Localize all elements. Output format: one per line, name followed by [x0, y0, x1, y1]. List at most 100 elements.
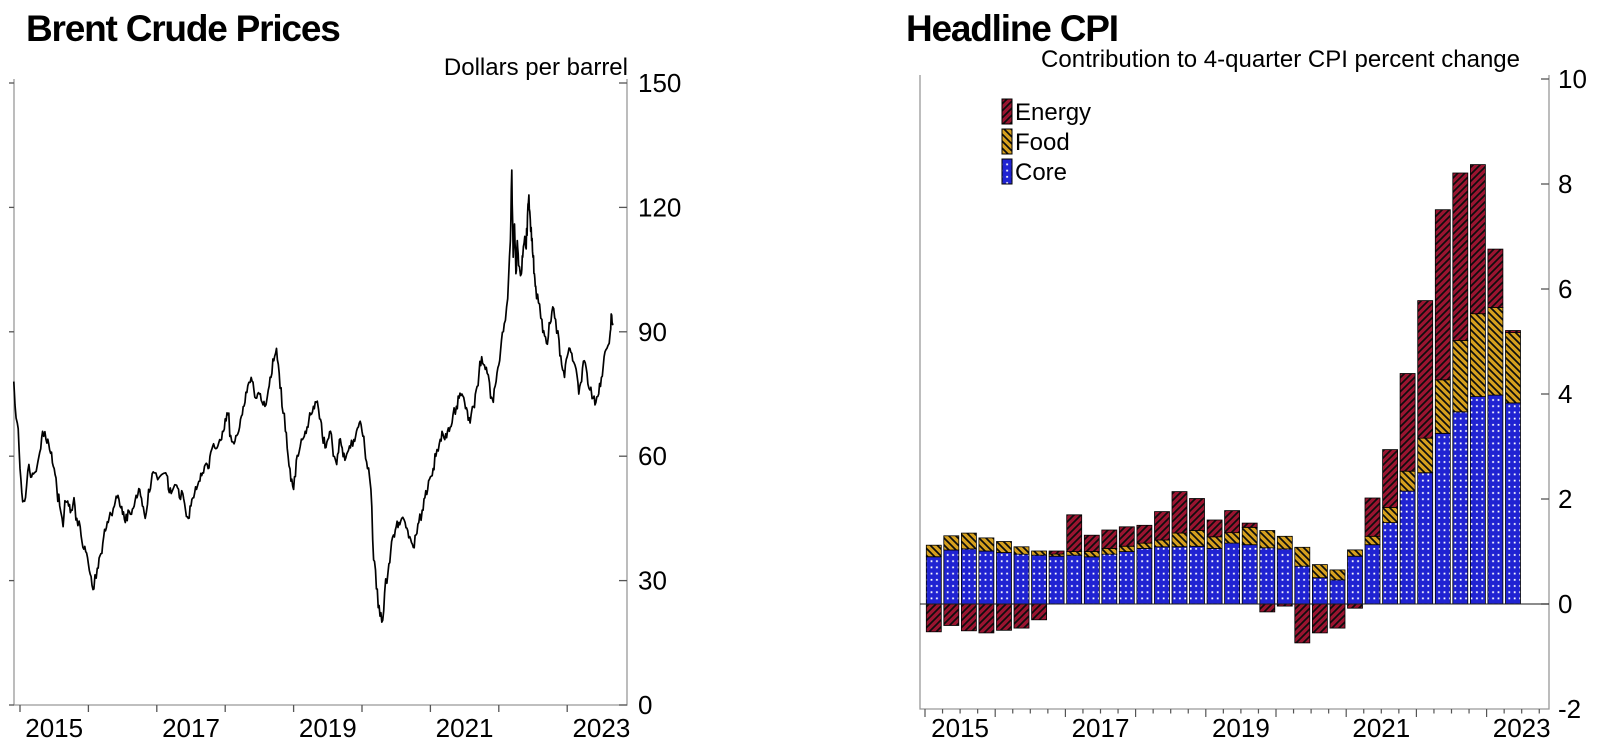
- brent-y-axis-label: 60: [638, 441, 667, 471]
- cpi-bar-segment-core-2015Q2: [943, 549, 960, 605]
- cpi-bar-segment-energy-2019Q4: [1259, 603, 1276, 613]
- cpi-bar-segment-energy-2015Q1: [925, 603, 942, 633]
- brent-x-axis-label: 2023: [572, 713, 630, 742]
- cpi-bar-segment-energy-2016Q4: [1048, 550, 1065, 555]
- legend-swatch-core: [1001, 158, 1013, 185]
- brent-y-axis-label: 0: [638, 690, 652, 720]
- cpi-bar-segment-food-2020Q3: [1312, 564, 1328, 579]
- legend-label-food: Food: [1015, 129, 1070, 156]
- cpi-x-axis-label: 2023: [1493, 713, 1551, 742]
- cpi-bar-segment-food-2019Q4: [1259, 530, 1276, 549]
- cpi-bar-segment-energy-2020Q4: [1329, 603, 1346, 629]
- brent-y-axis-label: 150: [638, 68, 681, 98]
- cpi-bar-segment-food-2015Q1: [925, 544, 942, 558]
- cpi-bar-segment-core-2018Q2: [1154, 546, 1170, 605]
- cpi-bar-segment-energy-2022Q2: [1434, 209, 1451, 381]
- brent-plot-frame: [13, 79, 628, 706]
- cpi-bar-segment-core-2021Q1: [1347, 555, 1363, 605]
- cpi-bar-segment-food-2022Q4: [1470, 313, 1486, 398]
- cpi-bar-segment-core-2020Q3: [1312, 577, 1328, 605]
- cpi-bar-segment-core-2018Q4: [1189, 545, 1205, 605]
- cpi-bar-segment-core-2019Q2: [1224, 542, 1240, 605]
- cpi-bar-segment-food-2017Q1: [1066, 551, 1083, 556]
- cpi-y-axis-label: 8: [1558, 169, 1572, 199]
- cpi-bar-segment-core-2022Q2: [1434, 432, 1451, 605]
- brent-x-axis-label: 2015: [25, 713, 83, 742]
- brent-chart: 0 30 60 90 120 150 2015 2017 2019 2021 2023: [9, 68, 681, 742]
- brent-unit-label: Dollars per barrel: [443, 54, 628, 81]
- cpi-x-axis-label: 2021: [1352, 713, 1410, 742]
- cpi-bar-segment-food-2015Q3: [961, 532, 977, 550]
- cpi-bar-segment-food-2017Q2: [1083, 551, 1100, 558]
- cpi-bar-segment-energy-2016Q2: [1013, 603, 1030, 629]
- cpi-bar-segment-core-2020Q2: [1294, 565, 1311, 605]
- cpi-bar-segment-energy-2017Q3: [1101, 529, 1118, 549]
- cpi-bar-segment-energy-2019Q2: [1224, 510, 1240, 534]
- cpi-plot-frame: [919, 75, 1550, 710]
- cpi-bar-segment-core-2019Q1: [1206, 548, 1223, 605]
- cpi-bar-segment-core-2022Q4: [1470, 396, 1486, 605]
- cpi-bar-segment-core-2019Q4: [1259, 547, 1276, 605]
- cpi-bar-segment-energy-2020Q2: [1294, 603, 1311, 644]
- cpi-bar-segment-core-2017Q2: [1083, 556, 1100, 605]
- cpi-bar-segment-energy-2018Q1: [1136, 524, 1153, 544]
- cpi-bar-segment-energy-2017Q4: [1118, 526, 1135, 547]
- legend-swatch-energy: [1001, 98, 1013, 125]
- legend-item-energy: Energy: [1001, 98, 1091, 126]
- cpi-bar-segment-core-2022Q3: [1452, 411, 1469, 605]
- cpi-bar-segment-food-2015Q4: [978, 537, 995, 552]
- cpi-bar-segment-energy-2018Q4: [1189, 498, 1205, 531]
- cpi-bar-segment-energy-2023Q1: [1487, 248, 1504, 308]
- cpi-bar-segment-core-2023Q2: [1505, 402, 1521, 605]
- cpi-bar-segment-energy-2018Q3: [1171, 491, 1188, 534]
- cpi-bar-segment-core-2015Q4: [978, 550, 995, 605]
- cpi-bar-segment-core-2016Q3: [1031, 554, 1047, 605]
- cpi-y-axis-label: 0: [1558, 589, 1572, 619]
- cpi-bar-segment-food-2019Q2: [1224, 532, 1240, 544]
- cpi-bar-segment-core-2017Q1: [1066, 554, 1083, 605]
- cpi-bar-segment-core-2022Q1: [1417, 472, 1434, 605]
- cpi-bar-segment-energy-2020Q3: [1312, 603, 1328, 634]
- cpi-bar-segment-food-2021Q4: [1399, 470, 1416, 492]
- cpi-bar-segment-energy-2022Q4: [1470, 164, 1486, 315]
- cpi-y-axis-label: 2: [1558, 484, 1572, 514]
- cpi-bar-segment-core-2021Q2: [1364, 544, 1381, 605]
- cpi-bar-segment-energy-2021Q4: [1399, 373, 1416, 472]
- cpi-y-axis-label: 4: [1558, 379, 1572, 409]
- cpi-bar-segment-food-2018Q3: [1171, 532, 1188, 548]
- legend-label-core: Core: [1015, 159, 1067, 186]
- cpi-y-axis-label: 6: [1558, 274, 1572, 304]
- cpi-x-axis-label: 2017: [1072, 713, 1130, 742]
- cpi-bar-segment-food-2022Q3: [1452, 339, 1469, 413]
- brent-x-axis-label: 2017: [162, 713, 220, 742]
- cpi-bar-segment-food-2015Q2: [943, 535, 960, 551]
- cpi-bar-segment-food-2022Q1: [1417, 437, 1434, 474]
- cpi-bar-segment-food-2018Q4: [1189, 530, 1205, 547]
- brent-chart-title: Brent Crude Prices: [26, 8, 341, 49]
- cpi-bar-segment-energy-2021Q2: [1364, 497, 1381, 537]
- cpi-bar-segment-energy-2015Q4: [978, 603, 995, 634]
- cpi-bar-segment-energy-2015Q2: [943, 603, 960, 626]
- cpi-bar-segment-core-2017Q3: [1101, 553, 1118, 605]
- cpi-bar-segment-core-2016Q4: [1048, 555, 1065, 605]
- cpi-bar-segment-food-2019Q1: [1206, 536, 1223, 549]
- cpi-bar-segment-core-2020Q1: [1276, 548, 1293, 605]
- cpi-bar-segment-energy-2018Q2: [1154, 511, 1170, 541]
- cpi-chart-title: Headline CPI: [906, 8, 1119, 49]
- cpi-bar-segment-energy-2021Q1: [1347, 603, 1363, 609]
- cpi-y-axis-label: 10: [1558, 64, 1587, 94]
- cpi-legend: Energy Food Core: [1001, 98, 1091, 186]
- cpi-bar-segment-core-2021Q4: [1399, 490, 1416, 605]
- cpi-bar-segment-food-2021Q2: [1364, 535, 1381, 546]
- cpi-bar-segment-core-2023Q1: [1487, 394, 1504, 605]
- cpi-bar-segment-energy-2023Q2: [1505, 330, 1521, 333]
- cpi-bar-segment-core-2016Q2: [1013, 553, 1030, 605]
- cpi-bar-segment-food-2020Q4: [1329, 569, 1346, 581]
- brent-y-axis-label: 30: [638, 566, 667, 596]
- cpi-bar-segment-food-2016Q3: [1031, 550, 1047, 556]
- cpi-bar-segment-core-2018Q3: [1171, 546, 1188, 605]
- cpi-bar-segment-energy-2017Q2: [1083, 534, 1100, 552]
- cpi-chart-subtitle: Contribution to 4-quarter CPI percent ch…: [1041, 46, 1520, 73]
